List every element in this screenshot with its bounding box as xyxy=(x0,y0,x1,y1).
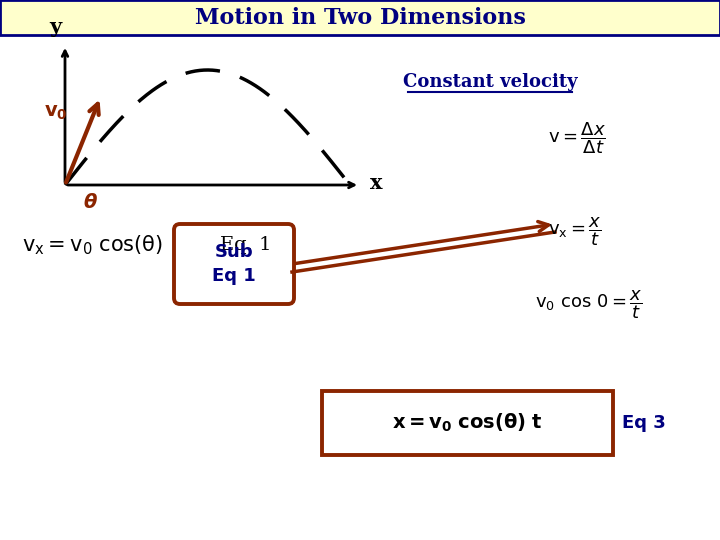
Text: Motion in Two Dimensions: Motion in Two Dimensions xyxy=(194,7,526,29)
Text: $\mathrm{v} = \dfrac{\Delta x}{\Delta t}$: $\mathrm{v} = \dfrac{\Delta x}{\Delta t}… xyxy=(548,120,606,156)
Text: $\mathbf{v_0}$: $\mathbf{v_0}$ xyxy=(45,104,68,122)
Text: x: x xyxy=(370,173,382,193)
Text: Sub
Eq 1: Sub Eq 1 xyxy=(212,243,256,285)
FancyBboxPatch shape xyxy=(322,391,613,455)
Text: $\boldsymbol{\theta}$: $\boldsymbol{\theta}$ xyxy=(83,193,97,213)
Text: $\mathrm{v_0\ cos\ 0} = \dfrac{x}{t}$: $\mathrm{v_0\ cos\ 0} = \dfrac{x}{t}$ xyxy=(535,289,643,321)
Text: Eq 3: Eq 3 xyxy=(622,414,666,432)
Text: y: y xyxy=(49,17,61,37)
Text: Eq. 1: Eq. 1 xyxy=(220,236,271,254)
Text: Constant velocity: Constant velocity xyxy=(402,73,577,91)
Text: $\mathrm{v_x} = \dfrac{x}{t}$: $\mathrm{v_x} = \dfrac{x}{t}$ xyxy=(548,215,602,248)
FancyBboxPatch shape xyxy=(174,224,294,304)
Text: $\mathbf{x = v_0\ cos(\theta)\ t}$: $\mathbf{x = v_0\ cos(\theta)\ t}$ xyxy=(392,412,542,434)
Text: $\mathrm{v_x = v_0\ cos(\theta)}$: $\mathrm{v_x = v_0\ cos(\theta)}$ xyxy=(22,233,163,257)
FancyBboxPatch shape xyxy=(0,0,720,35)
